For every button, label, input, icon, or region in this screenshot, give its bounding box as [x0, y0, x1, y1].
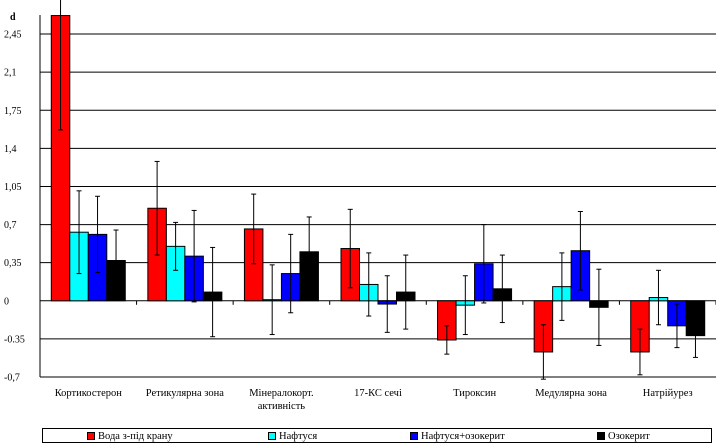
x-tick-labels: Кортикостерон Ретикулярна зона Мінералокор…: [55, 388, 693, 412]
x-tick-label: активність: [258, 401, 306, 412]
y-tick-label: -0,7: [4, 373, 20, 384]
legend-swatch: [410, 432, 418, 440]
y-tick-label: 0: [4, 296, 9, 307]
error-bars: [58, 0, 698, 380]
legend-label: Нафтуся: [279, 430, 318, 442]
x-tick-label: Кортикостерон: [55, 388, 123, 399]
legend-swatch: [597, 432, 605, 440]
y-tick-label: 1,4: [4, 144, 17, 155]
x-tick-label: Мінералокорт.: [249, 388, 313, 399]
axes: [39, 15, 716, 378]
bars: [50, 15, 706, 353]
x-tick-label: Натрійурез: [643, 388, 693, 399]
y-tick-label: 2,1: [4, 68, 17, 79]
gridlines: [40, 33, 716, 378]
x-tick-label: 17-КС сечі: [354, 388, 402, 399]
y-tick-label: -0.35: [4, 334, 25, 345]
x-tick-label: Тироксин: [453, 388, 496, 399]
legend-item: Вода з-під крану: [87, 430, 173, 442]
legend-label: Озокерит: [608, 430, 650, 442]
y-tick-label: 0,35: [4, 258, 22, 269]
legend-swatch: [268, 432, 276, 440]
legend-item: Озокерит: [597, 430, 650, 442]
x-tick-label: Ретикулярна зона: [146, 388, 224, 399]
y-tick-labels: -0,7 -0.35 0 0,35 0,7 1,05 1,4 1,75 2,1 2,45: [4, 30, 25, 384]
x-tick-label: Медулярна зона: [535, 388, 607, 399]
legend-item: Нафтуся: [268, 430, 317, 442]
y-tick-label: 1,05: [4, 182, 22, 193]
legend-label: Нафтуся+озокерит: [421, 430, 505, 442]
legend: Вода з-під крану Нафтуся Нафтуся+озокерит О…: [42, 428, 712, 443]
y-tick-label: 1,75: [4, 106, 22, 117]
legend-item: Нафтуся+озокерит: [410, 430, 505, 442]
y-tick-label: 0,7: [4, 220, 17, 231]
y-tick-label: 2,45: [4, 30, 22, 41]
legend-label: Вода з-під крану: [98, 430, 173, 442]
y-axis-label: d: [10, 12, 16, 23]
legend-swatch: [87, 432, 95, 440]
